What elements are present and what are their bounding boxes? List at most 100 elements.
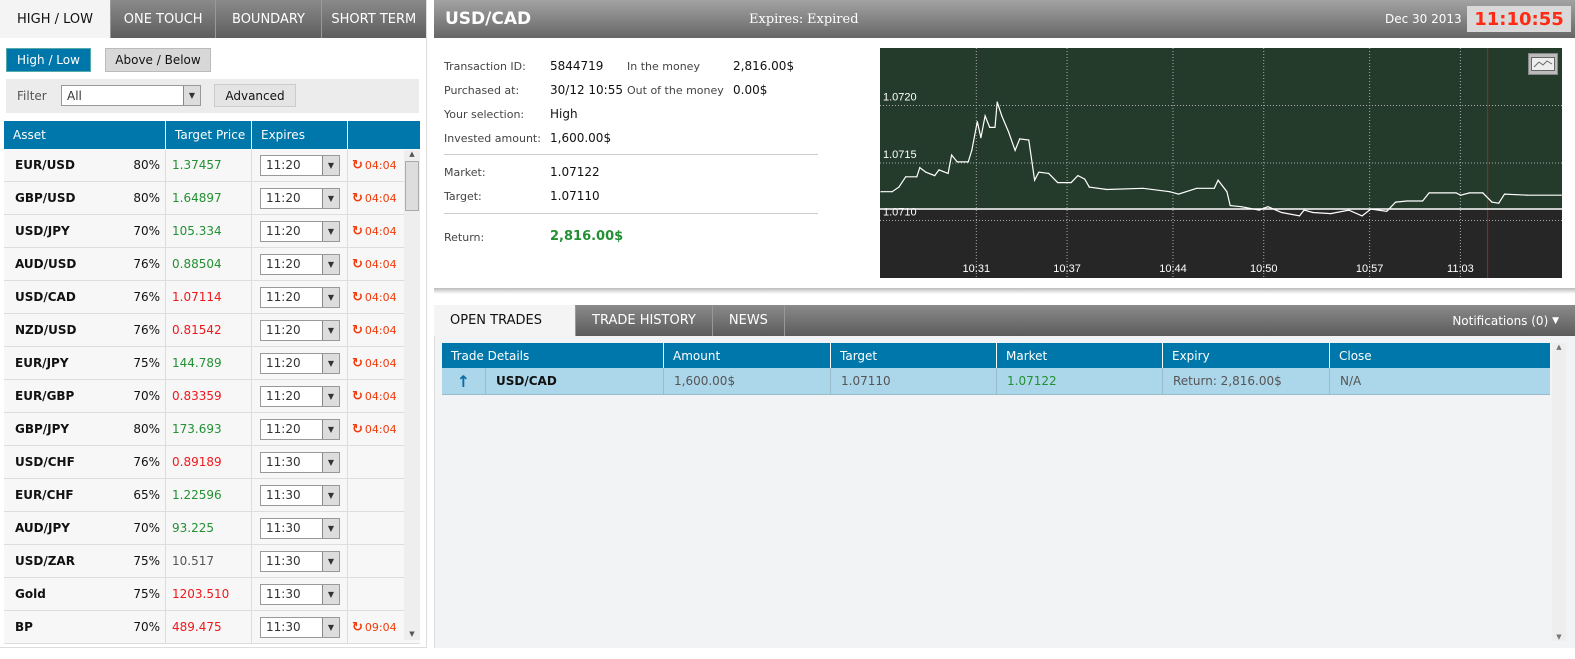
asset-list: EUR/USD 80% 1.37457 11:20 ▼ ↻ 04:04 GBP/USD 8… [4,149,420,644]
target-price: 105.334 [166,215,252,247]
clock-icon: ↻ [352,322,363,338]
tab-one-touch[interactable]: ONE TOUCH [110,0,216,38]
payout-percent: 75% [133,554,160,568]
expiry-select[interactable]: 11:20 ▼ [260,187,340,209]
y-tick-label: 1.0720 [883,92,917,104]
header-date: Dec 30 2013 [1385,12,1462,26]
expiry-select[interactable]: 11:20 ▼ [260,418,340,440]
target-price: 1.37457 [166,149,252,181]
x-tick-label: 10:57 [1356,263,1384,275]
asset-row[interactable]: EUR/GBP 70% 0.83359 11:20 ▼ ↻ 04:04 [4,380,420,413]
notifications-label: Notifications (0) [1452,313,1549,328]
asset-name: NZD/USD [15,323,77,337]
price-point [1007,131,1010,133]
expiry-value: 11:20 [266,290,301,304]
filter-value: All [67,88,82,103]
price-point [1014,149,1016,151]
open-trades-panel: Trade Details Amount Target Market Expir… [434,336,1575,648]
asset-row[interactable]: AUD/JPY 70% 93.225 11:30 ▼ [4,512,420,545]
expiry-select[interactable]: 11:30 ▼ [260,451,340,473]
tab-short-term[interactable]: SHORT TERM [320,0,426,38]
x-tick-label: 10:31 [963,263,991,275]
asset-row[interactable]: EUR/CHF 65% 1.22596 11:30 ▼ [4,479,420,512]
above-below-button[interactable]: Above / Below [105,48,211,72]
asset-row[interactable]: USD/ZAR 75% 10.517 11:30 ▼ [4,545,420,578]
tab-boundary[interactable]: BOUNDARY [215,0,321,38]
invested-label: Invested amount: [444,132,541,145]
advanced-button[interactable]: Advanced [214,84,296,107]
price-point [1258,209,1260,211]
expiry-select[interactable]: 11:20 ▼ [260,319,340,341]
clock-icon: ↻ [352,388,363,404]
asset-scrollbar[interactable]: ▲ ▼ [404,150,420,640]
asset-row[interactable]: USD/CHF 76% 0.89189 11:30 ▼ [4,446,420,479]
price-point [1281,211,1283,214]
clock: 11:10:55 [1467,6,1571,32]
trade-header: USD/CAD Expires: Expired Dec 30 2013 11:… [434,0,1575,38]
target-value: 1.07110 [550,189,600,203]
price-point [1330,213,1332,215]
price-point [1348,209,1350,211]
trades-scrollbar[interactable]: ▲ ▼ [1552,343,1566,641]
in-money-label: In the money [627,60,700,73]
asset-row[interactable]: BP 70% 489.475 11:30 ▼ ↻ 09:04 [4,611,420,644]
price-point [1229,204,1231,207]
expiry-select[interactable]: 11:30 ▼ [260,517,340,539]
price-point [1491,201,1493,203]
expiry-value: 11:20 [266,323,301,337]
asset-row[interactable]: USD/CAD 76% 1.07114 11:20 ▼ ↻ 04:04 [4,281,420,314]
asset-row[interactable]: AUD/USD 76% 0.88504 11:20 ▼ ↻ 04:04 [4,248,420,281]
expiry-select[interactable]: 11:20 ▼ [260,220,340,242]
notifications-dropdown[interactable]: Notifications (0) ▼ [1436,305,1575,336]
asset-name: USD/CHF [15,455,75,469]
price-point [905,176,907,178]
arrow-up-icon: ↑ [442,368,486,394]
expiry-select[interactable]: 11:20 ▼ [260,385,340,407]
asset-name: EUR/JPY [15,356,69,370]
tab-news[interactable]: NEWS [713,305,785,336]
countdown: 04:04 [364,323,397,337]
price-point [1428,192,1430,194]
expiry-select[interactable]: 11:20 ▼ [260,253,340,275]
tab-high-low[interactable]: HIGH / LOW [0,0,110,38]
high-low-button[interactable]: High / Low [6,48,91,72]
price-point [1560,194,1562,196]
expiry-select[interactable]: 11:20 ▼ [260,286,340,308]
price-point [938,169,940,171]
asset-row[interactable]: NZD/USD 76% 0.81542 11:20 ▼ ↻ 04:04 [4,314,420,347]
out-money-label: Out of the money [627,84,724,97]
asset-row[interactable]: USD/JPY 70% 105.334 11:20 ▼ ↻ 04:04 [4,215,420,248]
price-point [951,154,953,156]
asset-name: EUR/USD [15,158,75,172]
expiry-select[interactable]: 11:20 ▼ [260,154,340,176]
expiry-select[interactable]: 11:20 ▼ [260,352,340,374]
expiry-select[interactable]: 11:30 ▼ [260,550,340,572]
price-point [898,186,900,188]
asset-row[interactable]: EUR/USD 80% 1.37457 11:20 ▼ ↻ 04:04 [4,149,420,182]
asset-row[interactable]: Gold 75% 1203.510 11:30 ▼ [4,578,420,611]
col-amount: Amount [664,343,831,368]
price-point [1070,181,1072,184]
trades-table-header: Trade Details Amount Target Market Expir… [442,343,1550,368]
asset-row[interactable]: GBP/USD 80% 1.64897 11:20 ▼ ↻ 04:04 [4,182,420,215]
tab-open-trades[interactable]: OPEN TRADES [434,305,576,336]
clock-icon: ↻ [352,256,363,272]
chevron-down-icon: ▼ [322,353,339,373]
expiry-select[interactable]: 11:30 ▼ [260,616,340,638]
x-tick-label: 10:50 [1250,263,1278,275]
header-asset: USD/CAD [445,9,532,29]
payout-percent: 76% [133,290,160,304]
purchased: 30/12 10:55 [550,83,623,97]
trade-row[interactable]: ↑ USD/CAD 1,600.00$ 1.07110 1.07122 Retu… [442,368,1550,395]
expiry-select[interactable]: 11:30 ▼ [260,583,340,605]
divider [444,154,818,155]
asset-row[interactable]: GBP/JPY 80% 173.693 11:20 ▼ ↻ 04:04 [4,413,420,446]
filter-select[interactable]: All ▼ [61,85,201,106]
expires-value: Expired [807,12,859,27]
scroll-thumb[interactable] [405,161,419,211]
expiry-select[interactable]: 11:30 ▼ [260,484,340,506]
tab-trade-history[interactable]: TRADE HISTORY [576,305,713,336]
chart-type-button[interactable] [1528,53,1558,75]
asset-row[interactable]: EUR/JPY 75% 144.789 11:20 ▼ ↻ 04:04 [4,347,420,380]
price-point [956,161,958,163]
